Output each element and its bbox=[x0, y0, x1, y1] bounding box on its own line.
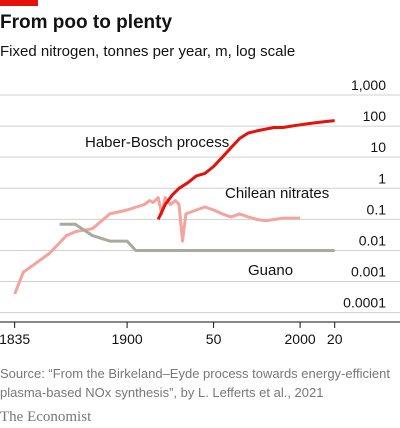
x-tick-label: 20 bbox=[327, 331, 343, 347]
series-label: Guano bbox=[248, 262, 293, 279]
x-tick-label: 1835 bbox=[0, 331, 30, 347]
y-tick-label: 0.1 bbox=[367, 201, 387, 217]
chart-title: From poo to plenty bbox=[0, 12, 172, 33]
y-tick-label: 0.01 bbox=[359, 232, 386, 248]
source: Source: “From the Birkeland–Eyde process… bbox=[0, 366, 390, 381]
series-line bbox=[156, 119, 335, 221]
x-tick-label: 50 bbox=[206, 331, 222, 347]
series-line bbox=[13, 196, 301, 295]
series-label: Chilean nitrates bbox=[225, 185, 329, 202]
y-tick-label: 10 bbox=[370, 139, 386, 155]
series-line bbox=[59, 222, 335, 252]
x-tick-label: 2000 bbox=[285, 331, 316, 347]
y-tick-label: 1 bbox=[378, 170, 386, 186]
y-tick-label: 1,000 bbox=[351, 77, 386, 93]
x-tick-label: 1900 bbox=[112, 331, 143, 347]
footer: The Economist bbox=[0, 409, 92, 425]
source: plasma-based NOx synthesis”, by L. Leffe… bbox=[0, 385, 323, 400]
y-tick-label: 0.001 bbox=[351, 264, 386, 280]
y-tick-label: 0.0001 bbox=[343, 295, 386, 311]
chart-subtitle: Fixed nitrogen, tonnes per year, m, log … bbox=[0, 43, 295, 60]
y-tick-label: 100 bbox=[363, 108, 387, 124]
series-label: Haber-Bosch process bbox=[85, 134, 229, 151]
brand-bar bbox=[0, 0, 38, 6]
